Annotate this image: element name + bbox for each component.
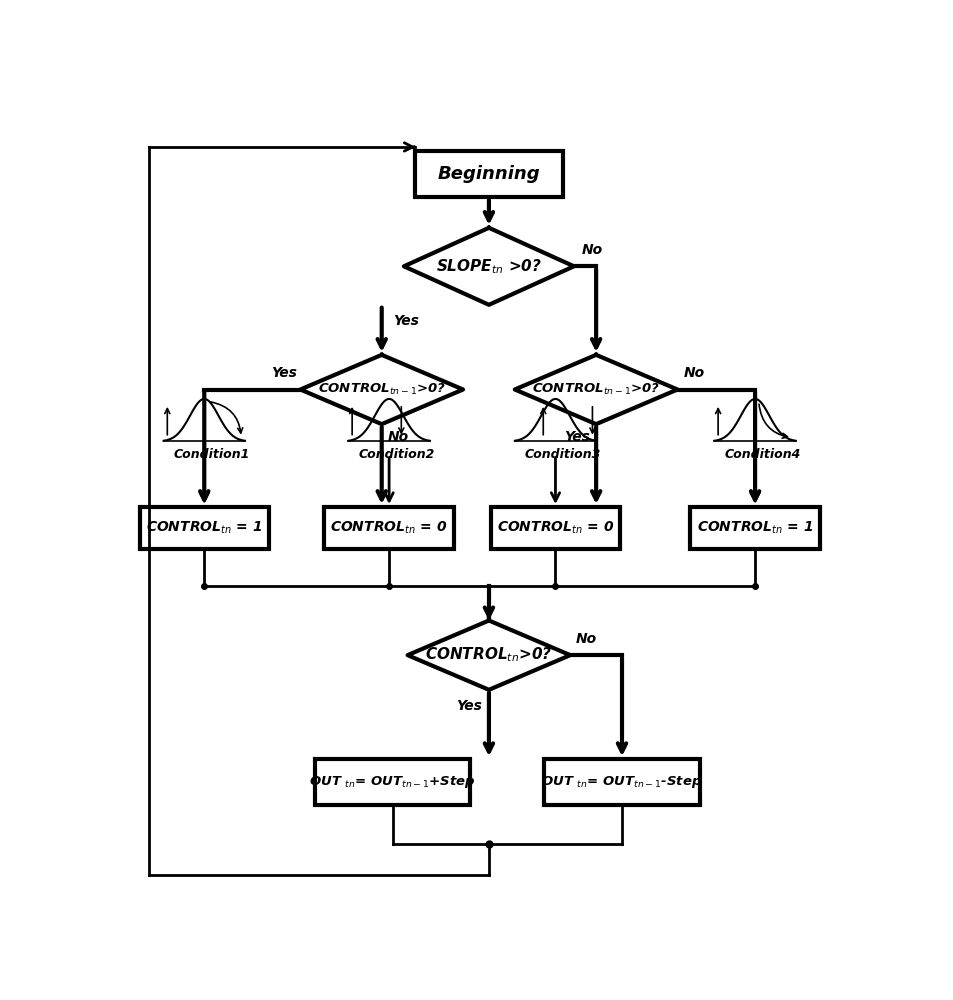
Text: Yes: Yes [271,366,296,380]
Text: Beginning: Beginning [437,165,539,183]
Text: CONTROL$_{tn-1}$>0?: CONTROL$_{tn-1}$>0? [532,382,659,397]
Bar [415,151,562,197]
Polygon shape [407,620,570,690]
Text: SLOPE$_{tn}$ >0?: SLOPE$_{tn}$ >0? [436,257,541,276]
Bar [139,507,269,549]
Text: CONTROL$_{tn-1}$>0?: CONTROL$_{tn-1}$>0? [317,382,445,397]
Text: Condition1: Condition1 [173,448,250,461]
Polygon shape [300,355,462,424]
Text: Condition2: Condition2 [358,448,435,461]
Bar [490,507,619,549]
Text: Condition3: Condition3 [524,448,600,461]
Text: CONTROL$_{tn}$ = 0: CONTROL$_{tn}$ = 0 [497,520,614,536]
Text: Yes: Yes [456,699,481,713]
Text: OUT $_{tn}$= OUT$_{tn-1}$+Step: OUT $_{tn}$= OUT$_{tn-1}$+Step [309,774,476,790]
Text: CONTROL$_{tn}$ = 1: CONTROL$_{tn}$ = 1 [146,520,262,536]
Text: OUT $_{tn}$= OUT$_{tn-1}$-Step: OUT $_{tn}$= OUT$_{tn-1}$-Step [541,774,701,790]
Text: No: No [576,632,597,646]
Text: No: No [580,243,602,257]
Text: CONTROL$_{tn}$ = 1: CONTROL$_{tn}$ = 1 [697,520,812,536]
Text: No: No [387,430,408,444]
Bar [314,759,470,805]
Bar [544,759,699,805]
Text: Yes: Yes [564,430,590,444]
Text: CONTROL$_{tn}$ = 0: CONTROL$_{tn}$ = 0 [330,520,447,536]
Text: Condition4: Condition4 [723,448,800,461]
Polygon shape [515,355,677,424]
Bar [324,507,454,549]
Bar [690,507,819,549]
Text: Yes: Yes [393,314,418,328]
Text: CONTROL$_{tn}$>0?: CONTROL$_{tn}$>0? [425,646,552,665]
Polygon shape [403,228,574,305]
Text: No: No [682,366,703,380]
